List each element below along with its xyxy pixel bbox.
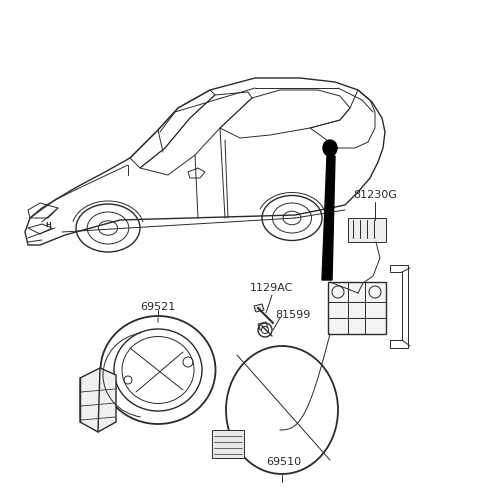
Ellipse shape xyxy=(226,346,338,474)
Ellipse shape xyxy=(323,140,337,156)
Circle shape xyxy=(262,326,268,333)
Polygon shape xyxy=(258,322,268,330)
Text: 69521: 69521 xyxy=(140,302,176,312)
Text: 69510: 69510 xyxy=(266,457,301,467)
Text: H: H xyxy=(45,222,51,228)
Text: 81230G: 81230G xyxy=(353,190,397,200)
FancyBboxPatch shape xyxy=(212,430,244,458)
Text: 81599: 81599 xyxy=(276,310,311,320)
FancyBboxPatch shape xyxy=(328,282,386,334)
FancyBboxPatch shape xyxy=(348,218,386,242)
Polygon shape xyxy=(322,156,335,280)
Text: 1129AC: 1129AC xyxy=(250,283,294,293)
Polygon shape xyxy=(80,368,116,432)
Polygon shape xyxy=(254,304,264,312)
